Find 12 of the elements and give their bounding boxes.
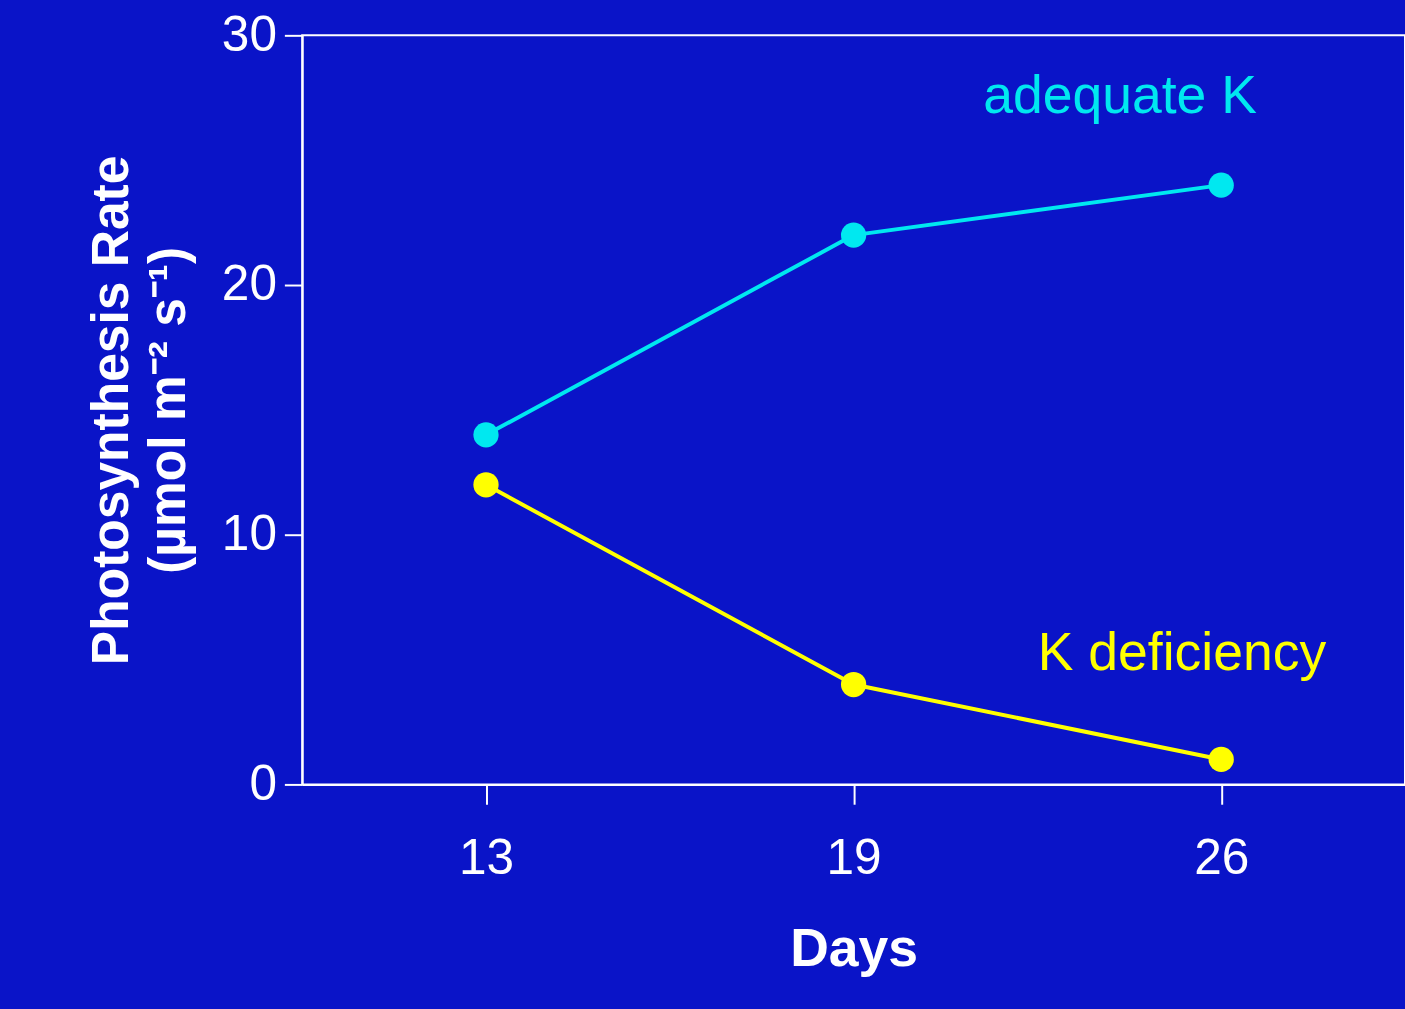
series-label: K deficiency [1037, 622, 1327, 682]
x-tick-label: 13 [458, 829, 515, 885]
y-tick-label: 0 [249, 754, 277, 810]
text: Photosynthesis Rate [80, 155, 139, 666]
y-tick-label: 30 [221, 5, 277, 61]
x-tick-label: 19 [826, 829, 882, 885]
x-axis-title: Days [790, 918, 919, 978]
y-tick-label: 20 [221, 255, 277, 311]
x-tick-label: 26 [1194, 829, 1250, 885]
series-label: adequate K [983, 64, 1258, 124]
text: (µmol m⁻² s⁻¹) [138, 246, 197, 574]
y-tick-label: 10 [221, 505, 277, 561]
